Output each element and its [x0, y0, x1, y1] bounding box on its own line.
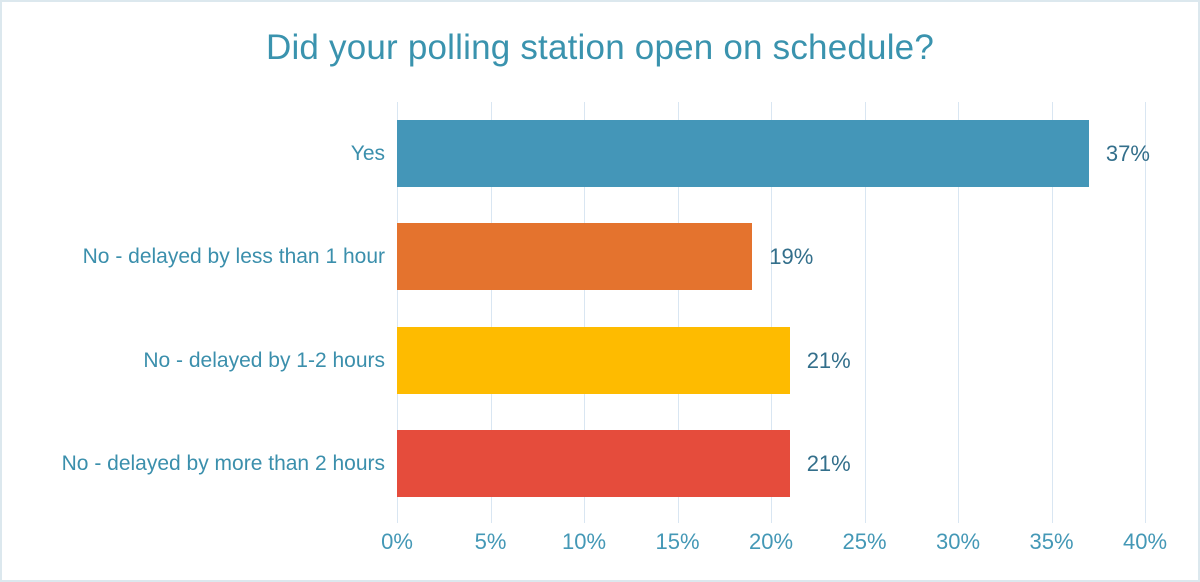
axis-tick — [397, 515, 398, 523]
gridline — [1145, 102, 1146, 515]
axis-tick — [958, 515, 959, 523]
value-label: 21% — [806, 347, 851, 373]
plot-area: 0% 5% 10% 15% 20% 25% 30% 35% 40% Yes 37% No - dela… — [62, 102, 1167, 554]
axis-tick — [677, 515, 679, 523]
x-axis-tick-label: 15% — [655, 529, 700, 554]
bar — [397, 120, 1089, 188]
category-label: No - delayed by less than 1 hour — [82, 245, 385, 269]
gridline — [958, 102, 959, 515]
gridline — [677, 102, 679, 515]
gridline — [864, 102, 866, 515]
category-label: Yes — [350, 142, 385, 166]
gridline — [1051, 102, 1053, 515]
gridline — [771, 102, 772, 515]
x-axis-tick-label: 30% — [935, 529, 981, 554]
gridline — [490, 102, 492, 515]
bar — [397, 223, 753, 291]
gridline — [397, 102, 398, 515]
value-label: 19% — [769, 244, 814, 270]
x-axis-tick-label: 40% — [1122, 529, 1168, 554]
value-label: 37% — [1105, 141, 1150, 167]
x-axis-tick-label: 35% — [1029, 529, 1074, 554]
x-axis-tick-label: 5% — [474, 529, 507, 554]
axis-tick — [1145, 515, 1146, 523]
x-axis-tick-label: 20% — [748, 529, 794, 554]
chart-title: Did your polling station open on schedul… — [265, 28, 935, 67]
axis-tick — [1051, 515, 1053, 523]
bar — [397, 326, 790, 394]
category-label: No - delayed by more than 2 hours — [61, 451, 385, 475]
x-axis-tick-label: 10% — [561, 529, 607, 554]
gridline — [584, 102, 585, 515]
category-label: No - delayed by 1-2 hours — [143, 348, 385, 372]
x-axis-tick-label: 0% — [381, 529, 413, 554]
axis-tick — [864, 515, 866, 523]
axis-tick — [584, 515, 585, 523]
axis-tick — [490, 515, 492, 523]
x-axis-tick-label: 25% — [842, 529, 887, 554]
value-label: 21% — [806, 450, 851, 476]
bar — [397, 429, 790, 497]
axis-tick — [771, 515, 772, 523]
